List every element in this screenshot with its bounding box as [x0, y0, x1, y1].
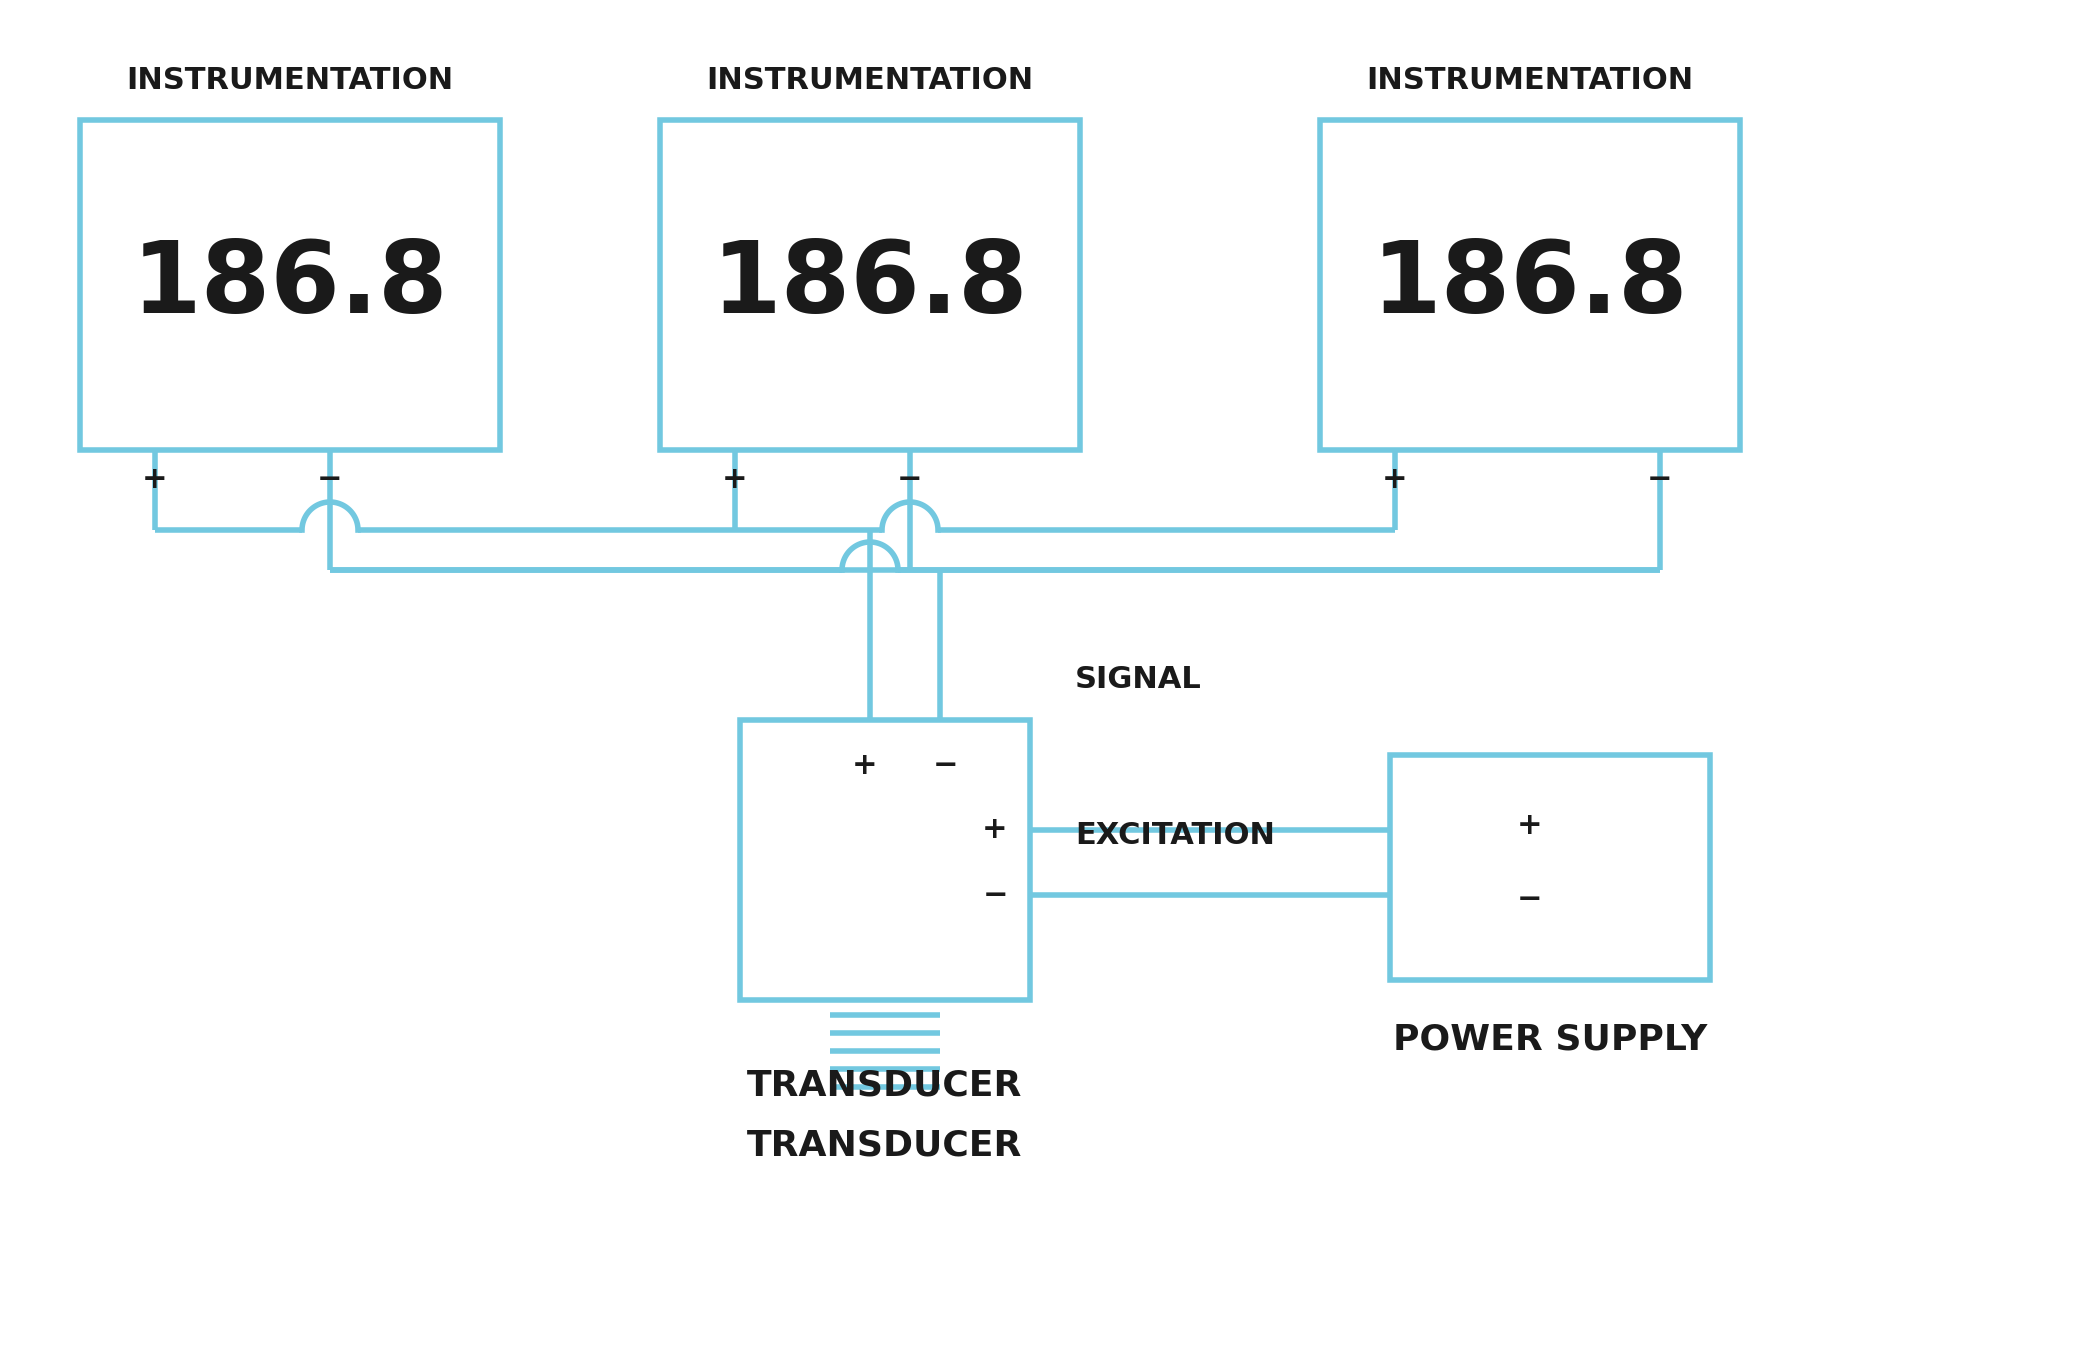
Text: +: +: [983, 815, 1008, 845]
Text: −: −: [897, 466, 922, 494]
Text: INSTRUMENTATION: INSTRUMENTATION: [1367, 66, 1693, 95]
Text: INSTRUMENTATION: INSTRUMENTATION: [706, 66, 1033, 95]
Text: −: −: [317, 466, 342, 494]
Text: 186.8: 186.8: [712, 236, 1029, 333]
Text: +: +: [853, 751, 878, 779]
Bar: [1321, 120, 1741, 450]
Text: SIGNAL: SIGNAL: [1075, 666, 1201, 694]
Text: INSTRUMENTATION: INSTRUMENTATION: [126, 66, 454, 95]
Text: EXCITATION: EXCITATION: [1075, 822, 1275, 850]
Text: +: +: [722, 466, 748, 494]
Bar: [80, 120, 500, 450]
Text: −: −: [1646, 466, 1674, 494]
Text: −: −: [932, 751, 958, 779]
Bar: [739, 720, 1029, 1000]
Text: 186.8: 186.8: [1371, 236, 1688, 333]
Bar: [659, 120, 1079, 450]
Text: TRANSDUCER: TRANSDUCER: [748, 1129, 1023, 1162]
Bar: [1390, 755, 1709, 980]
Text: −: −: [1516, 886, 1544, 914]
Text: +: +: [1382, 466, 1407, 494]
Text: TRANSDUCER: TRANSDUCER: [748, 1068, 1023, 1102]
Text: +: +: [1516, 810, 1544, 840]
Text: 186.8: 186.8: [132, 236, 447, 333]
Text: POWER SUPPLY: POWER SUPPLY: [1392, 1023, 1707, 1057]
Text: +: +: [143, 466, 168, 494]
Text: −: −: [983, 880, 1008, 910]
